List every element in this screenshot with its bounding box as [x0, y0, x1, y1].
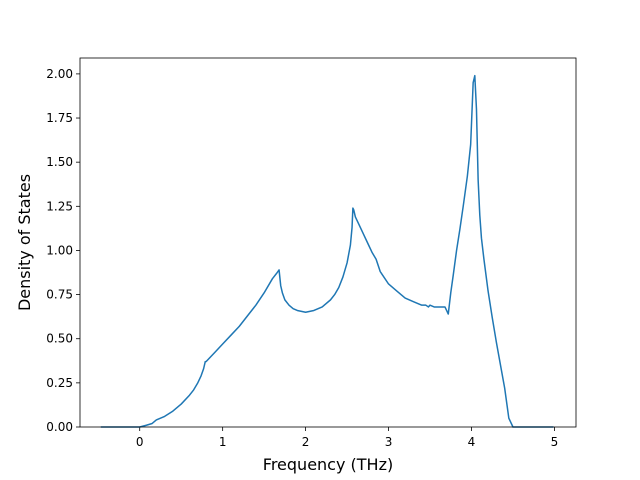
y-tick-label: 0.25 — [46, 376, 73, 390]
x-tick-label: 4 — [468, 435, 476, 449]
x-axis-ticks: 0 1 2 3 4 5 — [136, 427, 558, 449]
y-tick-label: 1.25 — [46, 199, 73, 213]
y-tick-label: 1.00 — [46, 243, 73, 257]
y-tick-label: 0.50 — [46, 332, 73, 346]
y-tick-label: 0.00 — [46, 420, 73, 434]
x-tick-label: 5 — [551, 435, 559, 449]
y-tick-label: 1.50 — [46, 155, 73, 169]
y-axis-label: Density of States — [15, 174, 34, 311]
dos-series-line — [100, 74, 554, 428]
y-tick-label: 0.75 — [46, 288, 73, 302]
plot-frame — [79, 57, 577, 428]
x-tick-label: 0 — [136, 435, 144, 449]
x-axis-label: Frequency (THz) — [263, 455, 393, 474]
y-tick-label: 1.75 — [46, 111, 73, 125]
x-tick-label: 3 — [385, 435, 393, 449]
x-tick-label: 2 — [302, 435, 310, 449]
y-tick-label: 2.00 — [46, 67, 73, 81]
y-axis-ticks: 0.00 0.25 0.50 0.75 1.00 1.25 1.50 1.75 2.00 — [46, 67, 80, 434]
x-tick-label: 1 — [219, 435, 227, 449]
